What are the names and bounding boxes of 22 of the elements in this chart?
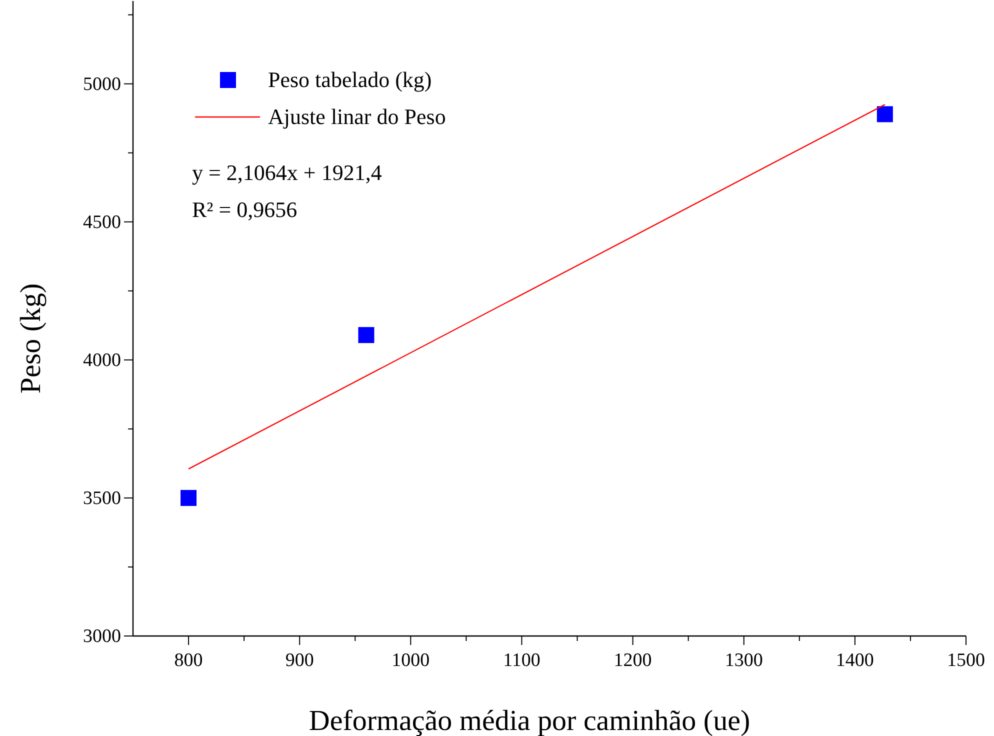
- y-tick-label: 5000: [83, 74, 121, 95]
- y-tick-label: 4000: [83, 350, 121, 371]
- point: [876, 106, 893, 122]
- y-tick-label: 3000: [83, 626, 121, 647]
- legend-label: Peso tabelado (kg): [268, 67, 432, 92]
- point: [358, 327, 374, 344]
- y-tick-label: 3500: [83, 488, 121, 509]
- x-tick-label: 900: [285, 650, 314, 671]
- x-tick-label: 1300: [724, 650, 763, 671]
- x-tick-label: 1400: [836, 650, 874, 671]
- y-tick-label: 4500: [83, 212, 121, 233]
- x-tick-label: 800: [174, 650, 203, 671]
- annotation: R² = 0,9656: [192, 197, 298, 222]
- point: [180, 490, 197, 506]
- x-tick-label: 1500: [947, 650, 985, 671]
- y-axis-title: Peso (kg): [15, 283, 47, 394]
- legend-label: Ajuste linar do Peso: [268, 104, 446, 129]
- x-tick-label: 1200: [614, 650, 652, 671]
- x-axis-title: Deformação média por caminhão (ue): [308, 705, 750, 736]
- annotation: y = 2,1064x + 1921,4: [192, 160, 382, 185]
- x-tick-label: 1000: [392, 650, 430, 671]
- x-tick-label: 1100: [503, 650, 540, 671]
